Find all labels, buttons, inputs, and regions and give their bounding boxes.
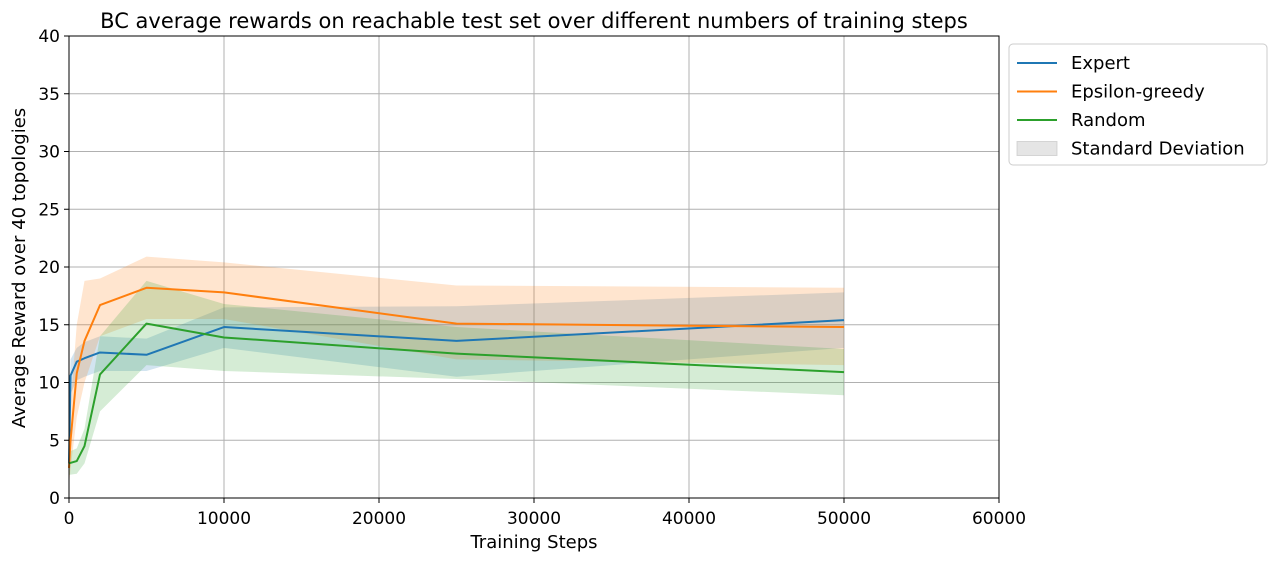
legend-label-epsilon-greedy: Epsilon-greedy [1071, 82, 1205, 103]
x-axis-ticks: 0 10000 20000 30000 40000 50000 60000 [64, 498, 1026, 529]
expert-std-band [69, 292, 844, 473]
y-tick-label: 30 [38, 143, 60, 163]
legend-swatch-standard-deviation [1016, 141, 1058, 156]
y-tick-label: 40 [38, 27, 60, 47]
x-tick-label: 10000 [197, 509, 251, 529]
legend-label-expert: Expert [1071, 53, 1130, 74]
y-tick-label: 5 [49, 431, 60, 451]
expert-line [68, 319, 845, 464]
y-tick-label: 10 [38, 374, 60, 394]
x-tick-label: 40000 [662, 509, 716, 529]
y-tick-label: 25 [38, 200, 60, 220]
x-tick-label: 50000 [817, 509, 871, 529]
x-tick-label: 0 [64, 509, 75, 529]
y-tick-label: 15 [38, 316, 60, 336]
y-axis-ticks: 0 5 10 15 20 25 30 35 40 [38, 27, 69, 509]
chart-title: BC average rewards on reachable test set… [100, 9, 968, 33]
y-tick-label: 35 [38, 85, 60, 105]
legend-label-random: Random [1071, 110, 1146, 131]
epsilon-greedy-std-band [69, 256, 844, 485]
random-line [68, 322, 845, 465]
y-axis-label: Average Reward over 40 topologies [9, 108, 30, 428]
series-lines [68, 286, 845, 469]
y-tick-label: 0 [49, 489, 60, 509]
legend-frame [1008, 43, 1268, 166]
x-tick-label: 30000 [507, 509, 561, 529]
legend: Expert Epsilon-greedy Random Standard Devia… [1008, 43, 1268, 166]
grid-lines [68, 35, 1000, 499]
y-tick-label: 20 [38, 258, 60, 278]
x-axis-label: Training Steps [469, 532, 597, 553]
epsilon-greedy-line [68, 286, 845, 469]
x-tick-label: 60000 [972, 509, 1026, 529]
x-tick-label: 20000 [352, 509, 406, 529]
legend-label-standard-deviation: Standard Deviation [1071, 139, 1245, 160]
